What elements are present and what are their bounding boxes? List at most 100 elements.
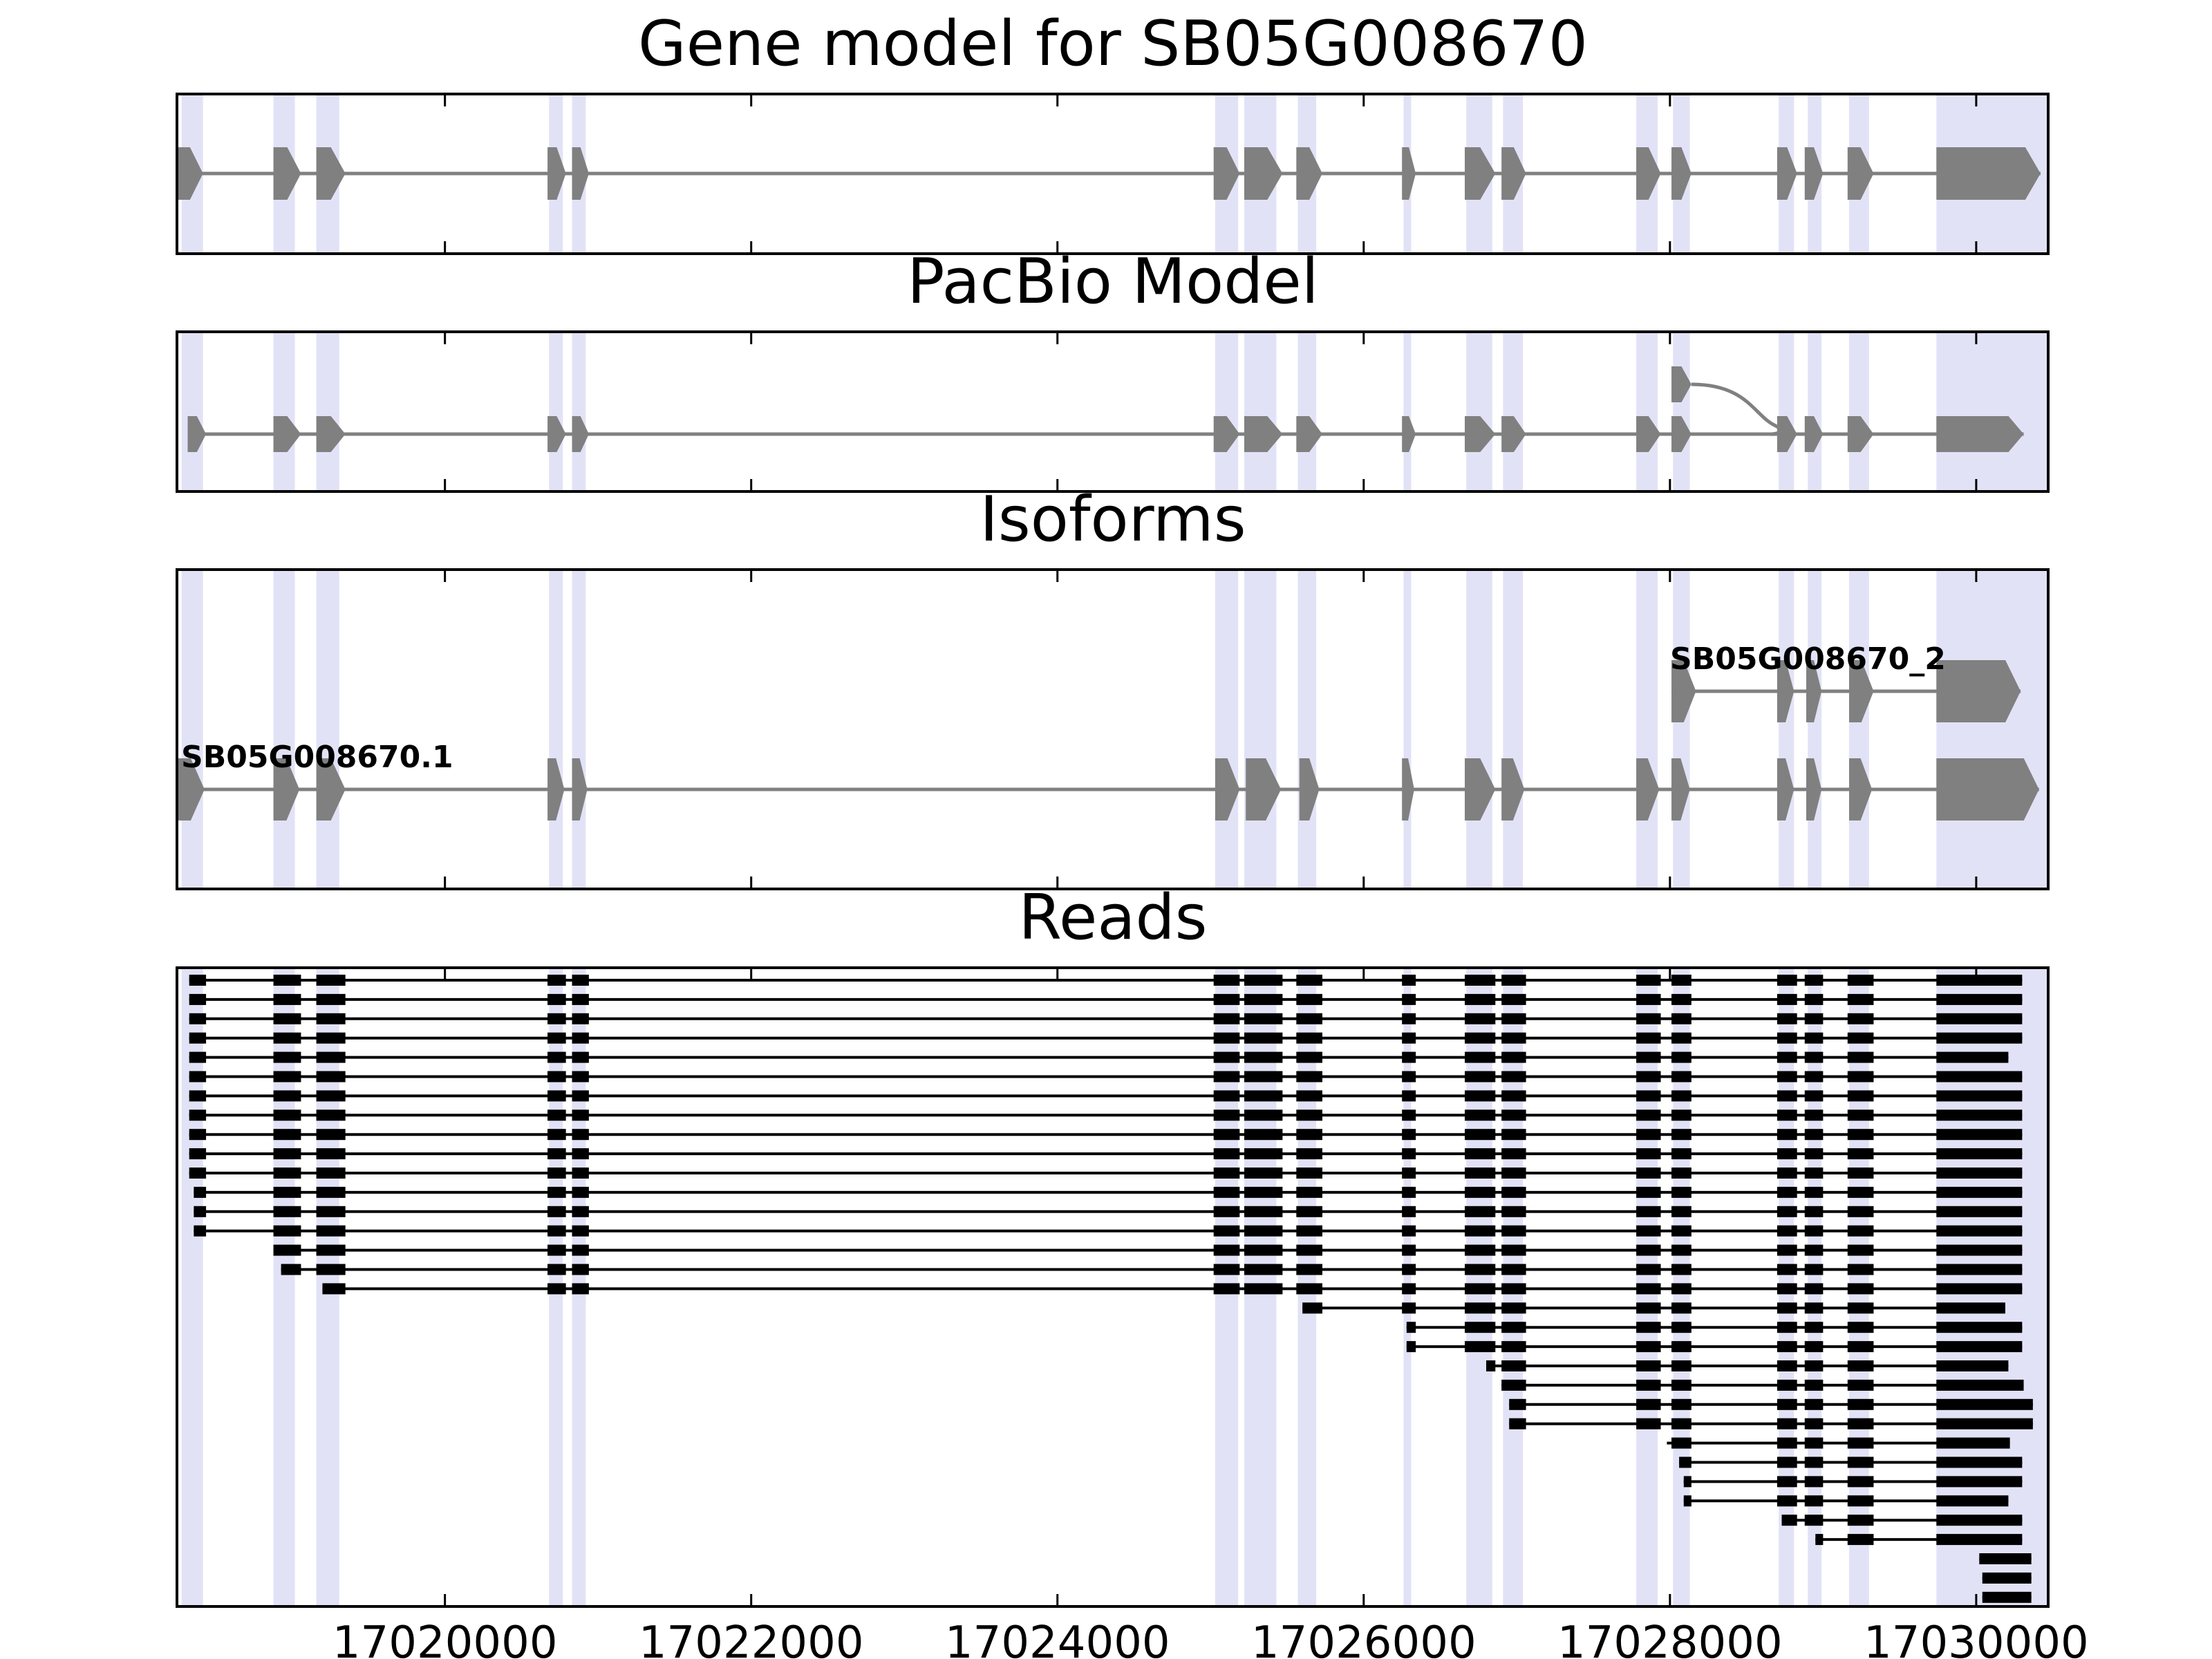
- read-exon: [1213, 1090, 1240, 1102]
- read-exon: [1671, 1168, 1691, 1179]
- read-exon: [572, 975, 589, 986]
- read-exon: [273, 1225, 301, 1237]
- read-exon: [1804, 1283, 1824, 1295]
- highlight-band: [1297, 332, 1317, 491]
- read-exon: [1636, 1264, 1661, 1275]
- read-exon: [1804, 1456, 1824, 1468]
- read-exon: [1815, 1534, 1824, 1546]
- highlight-band: [1779, 570, 1794, 889]
- highlight-band: [1849, 570, 1869, 889]
- read-exon: [316, 1051, 346, 1063]
- read-exon: [1213, 1013, 1240, 1024]
- read-exon: [1936, 1032, 2023, 1044]
- read-exon: [547, 1129, 566, 1141]
- read-exon: [1465, 1168, 1496, 1179]
- pacbio-exon: [1244, 416, 1283, 452]
- read-exon: [1847, 1186, 1874, 1198]
- pacbio-exon: [572, 416, 589, 452]
- gene-model-panel: Gene model for SB05G008670: [176, 8, 2050, 255]
- read-exon: [1213, 1032, 1240, 1044]
- read-exon: [1671, 1206, 1691, 1217]
- isoform-1-exon: [547, 758, 565, 821]
- read-exon: [1847, 1109, 1874, 1121]
- read-exon: [572, 1186, 589, 1198]
- read-exon: [547, 975, 566, 986]
- read-exon: [1777, 1244, 1797, 1256]
- read-exon: [1936, 1495, 2009, 1507]
- read-exon: [1804, 1418, 1824, 1430]
- read: [189, 1013, 2023, 1024]
- read-exon: [1296, 1013, 1322, 1024]
- pacbio-exon: [1936, 416, 2024, 452]
- read-exon: [1777, 1071, 1797, 1082]
- read-exon: [1501, 1283, 1526, 1295]
- pacbio-alt-exon: [1671, 366, 1691, 402]
- read-exon: [1777, 1283, 1797, 1295]
- read-exon: [1465, 1283, 1496, 1295]
- read-exon: [1296, 1129, 1322, 1141]
- read: [1982, 1572, 2032, 1584]
- x-tick-label: 17030000: [1864, 1618, 2089, 1659]
- read-exon: [572, 993, 589, 1005]
- read-exon: [1501, 1109, 1526, 1121]
- pacbio-exon: [1402, 416, 1416, 452]
- pacbio-model-highlights: [181, 332, 2048, 491]
- gene-model-frame: [176, 93, 2050, 255]
- read-exon: [273, 1148, 301, 1160]
- read-exon: [1244, 993, 1283, 1005]
- read-exon: [1804, 1398, 1824, 1410]
- read-exon: [1936, 1109, 2023, 1121]
- read-exon: [1465, 1051, 1496, 1063]
- read-exon: [1296, 1051, 1322, 1063]
- read-exon: [1636, 1322, 1661, 1333]
- read-exon: [572, 1264, 589, 1275]
- read-exon: [1847, 1090, 1874, 1102]
- read-exon: [1847, 1283, 1874, 1295]
- read-exon: [1402, 993, 1416, 1005]
- read-exon: [1847, 1360, 1874, 1371]
- isoforms-frame: [176, 568, 2050, 890]
- gene-model-exon: [547, 147, 566, 200]
- pacbio-model-frame: [176, 330, 2050, 493]
- read-exon: [1296, 993, 1322, 1005]
- isoform-1-exon: [1299, 758, 1320, 821]
- read-exon: [189, 1109, 207, 1121]
- read-exon: [1804, 1206, 1824, 1217]
- read: [1683, 1476, 2023, 1488]
- read-exon: [1847, 1168, 1874, 1179]
- read-exon: [1777, 1051, 1797, 1063]
- read: [194, 1186, 2023, 1198]
- read-exon: [1777, 1418, 1797, 1430]
- read-exon: [316, 1244, 346, 1256]
- read-exon: [1804, 993, 1824, 1005]
- read-exon: [1402, 1051, 1416, 1063]
- read-exon: [1671, 1071, 1691, 1082]
- isoform-2-exon: [1936, 660, 2021, 722]
- read-exon: [194, 1186, 207, 1198]
- read-exon: [1804, 1148, 1824, 1160]
- read-exon: [1465, 1206, 1496, 1217]
- read-exon: [1671, 1148, 1691, 1160]
- read-exon: [1847, 1322, 1874, 1333]
- read-exon: [316, 993, 346, 1005]
- isoform-1-exon: [1936, 758, 2039, 821]
- read-exon: [1296, 1225, 1322, 1237]
- gene-model-exon: [316, 147, 346, 200]
- read-exon: [1847, 1051, 1874, 1063]
- read: [189, 1148, 2023, 1160]
- pacbio-model-panel: PacBio Model: [176, 245, 2050, 493]
- read-exon: [1501, 1360, 1526, 1371]
- read-exon: [1936, 1283, 2023, 1295]
- read-exon: [1296, 1090, 1322, 1102]
- read-exon: [1465, 1225, 1496, 1237]
- isoform-1-exon: [1636, 758, 1660, 821]
- read-exon: [1213, 975, 1240, 986]
- highlight-band: [549, 570, 563, 889]
- read-exon: [1936, 1302, 2005, 1314]
- read-exon: [1465, 1071, 1496, 1082]
- isoforms-highlights: [181, 570, 2048, 889]
- read-exon: [1847, 1013, 1874, 1024]
- isoform-2-exon: [1671, 660, 1696, 722]
- read-exon: [547, 1168, 566, 1179]
- read-exon: [1244, 1148, 1283, 1160]
